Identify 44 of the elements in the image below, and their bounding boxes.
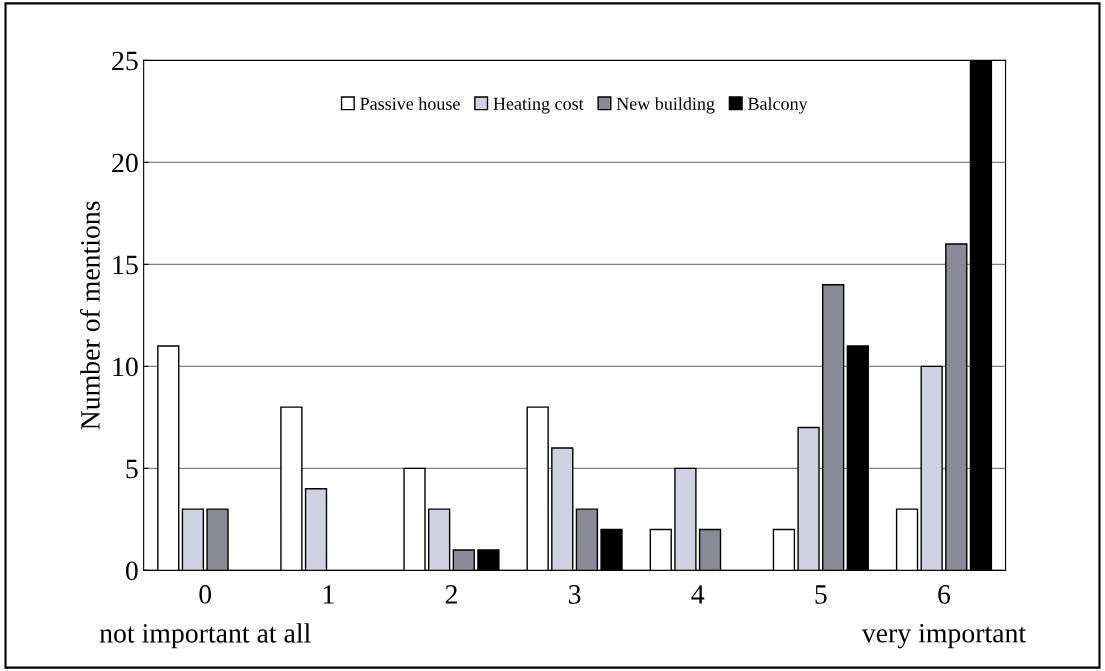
bar — [427, 508, 451, 571]
bar — [969, 60, 993, 571]
bar — [846, 345, 869, 571]
bar — [600, 528, 623, 571]
legend-label: Heating cost — [493, 97, 584, 114]
x-tick-label: 2 — [445, 585, 457, 604]
bar — [895, 508, 919, 571]
bar — [403, 467, 426, 571]
x-tick-label: 4 — [691, 585, 705, 604]
bar — [649, 528, 672, 571]
y-tick-label: 10 — [113, 357, 138, 377]
x-tick-label: 6 — [938, 585, 951, 604]
legend-label: Balcony — [747, 97, 808, 114]
bar — [526, 406, 549, 571]
bar — [920, 365, 943, 571]
x-tick-label: 5 — [815, 585, 827, 604]
bar — [797, 426, 820, 571]
x-tick-label: 1 — [323, 585, 334, 604]
bar — [157, 345, 180, 571]
text: not important at all — [99, 623, 311, 649]
y-tick-label: 25 — [112, 51, 138, 71]
bar — [181, 508, 205, 571]
bar — [551, 447, 574, 571]
legend-label: New building — [616, 97, 715, 114]
legend-label: Passive house — [360, 97, 460, 110]
x-tick-label: 0 — [199, 585, 212, 604]
y-tick-label: 5 — [126, 459, 138, 479]
x-tick-label: 3 — [568, 585, 581, 604]
bar — [698, 528, 722, 571]
text: very important — [861, 623, 1026, 649]
bar — [477, 549, 500, 571]
bar — [206, 508, 229, 571]
bar — [945, 243, 968, 571]
bar — [452, 549, 475, 571]
bar — [280, 406, 303, 571]
bar — [575, 508, 599, 571]
bar — [822, 284, 845, 571]
y-tick-label: 15 — [113, 255, 138, 275]
bar — [772, 528, 796, 571]
bar — [674, 467, 697, 571]
y-tick-label: 0 — [125, 561, 138, 581]
y-axis-title: Number of mentions — [79, 201, 100, 430]
bar — [304, 488, 328, 571]
y-tick-label: 20 — [112, 153, 138, 173]
